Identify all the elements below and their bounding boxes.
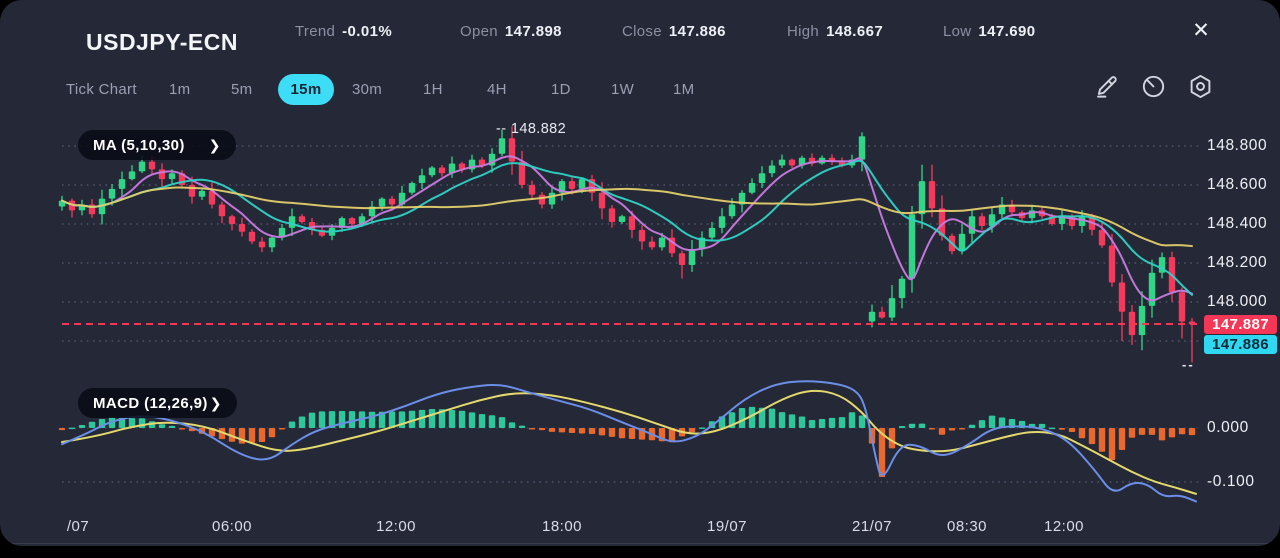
time-tick: 08:30 (946, 518, 988, 535)
candlestick-macd-chart[interactable] (0, 0, 1280, 546)
time-tick: 12:00 (1043, 518, 1085, 535)
stat-close: Close 147.886 (622, 23, 726, 40)
price-tick: 148.800 (1207, 137, 1268, 154)
ma-indicator-badge[interactable]: MA (5,10,30) ❯ (78, 130, 236, 160)
symbol-title: USDJPY-ECN (86, 29, 238, 56)
time-tick: 19/07 (706, 518, 748, 535)
time-tick: 21/07 (851, 518, 893, 535)
stat-trend: Trend -0.01% (295, 23, 393, 40)
history-icon[interactable] (1140, 73, 1167, 100)
price-badge-bid: 147.886 (1204, 335, 1277, 354)
timeframe-tab-1m[interactable]: 1m (169, 74, 190, 105)
macd-tick: -0.100 (1207, 473, 1255, 490)
timeframe-tab-30m[interactable]: 30m (352, 74, 382, 105)
trading-panel: USDJPY-ECN Trend -0.01% Open 147.898 Close 14… (0, 0, 1280, 546)
macd-tick: 0.000 (1207, 419, 1249, 436)
macd-indicator-label: MACD (12,26,9) (93, 394, 208, 412)
chevron-right-icon: ❯ (208, 136, 221, 153)
price-tick: 148.200 (1207, 254, 1268, 271)
low-marker: -- (1182, 357, 1195, 372)
price-badge-ask: 147.887 (1204, 315, 1277, 334)
stat-open: Open 147.898 (460, 23, 562, 40)
ma-indicator-label: MA (5,10,30) (93, 136, 185, 154)
bottom-divider (0, 543, 1280, 544)
timeframe-tab-1h[interactable]: 1H (423, 74, 443, 105)
timeframe-tab-1w[interactable]: 1W (611, 74, 634, 105)
timeframe-tab-tick-chart[interactable]: Tick Chart (66, 74, 137, 105)
timeframe-tab-15m[interactable]: 15m (278, 74, 334, 105)
timeframe-tab-5m[interactable]: 5m (231, 74, 252, 105)
close-button[interactable]: ✕ (1186, 16, 1216, 46)
time-tick: /07 (66, 518, 90, 535)
timeframe-tab-4h[interactable]: 4H (487, 74, 507, 105)
timeframe-tab-1d[interactable]: 1D (551, 74, 571, 105)
timeframe-tab-1m[interactable]: 1M (673, 74, 694, 105)
price-tick: 148.400 (1207, 215, 1268, 232)
time-tick: 12:00 (375, 518, 417, 535)
stat-high: High 148.667 (787, 23, 884, 40)
chevron-right-icon: ❯ (209, 394, 222, 411)
time-tick: 18:00 (541, 518, 583, 535)
macd-indicator-badge[interactable]: MACD (12,26,9) ❯ (78, 388, 237, 418)
stat-low: Low 147.690 (943, 23, 1036, 40)
time-tick: 06:00 (211, 518, 253, 535)
price-tick: 148.600 (1207, 176, 1268, 193)
price-tick: 148.000 (1207, 293, 1268, 310)
settings-icon[interactable] (1187, 73, 1214, 100)
draw-icon[interactable] (1093, 73, 1120, 100)
high-price-annotation: -- 148.882 (496, 121, 567, 137)
